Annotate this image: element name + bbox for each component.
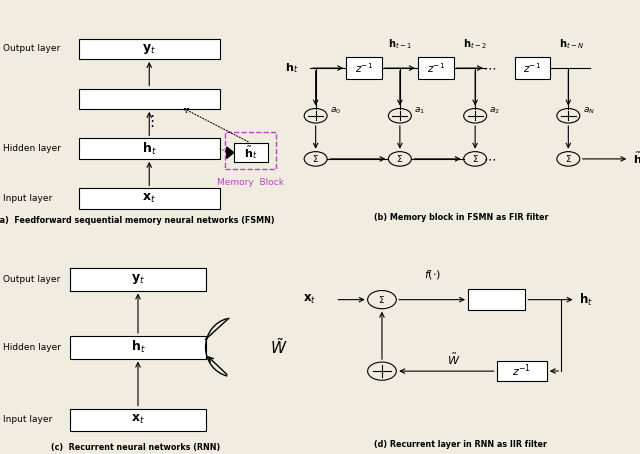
Bar (515, 57, 550, 79)
Bar (468, 290, 525, 310)
Bar (79, 39, 220, 59)
Text: $\mathbf{h}_t$: $\mathbf{h}_t$ (131, 339, 145, 355)
Text: $z^{-1}$: $z^{-1}$ (524, 61, 541, 75)
Text: $\cdots$: $\cdots$ (483, 153, 496, 165)
Text: $\mathbf{h}_t$: $\mathbf{h}_t$ (579, 291, 593, 308)
Text: Hidden layer: Hidden layer (3, 144, 61, 153)
Text: Output layer: Output layer (3, 275, 60, 284)
Text: $\tilde{\mathbf{h}}_t$: $\tilde{\mathbf{h}}_t$ (633, 150, 640, 168)
Text: Output layer: Output layer (3, 44, 60, 53)
Text: Input layer: Input layer (3, 415, 52, 424)
Text: $\cdots$: $\cdots$ (483, 62, 496, 74)
Text: (d) Recurrent layer in RNN as IIR filter: (d) Recurrent layer in RNN as IIR filter (374, 440, 547, 449)
Text: (a)  Feedforward sequential memory neural networks (FSMN): (a) Feedforward sequential memory neural… (0, 216, 275, 225)
Text: $\Sigma$: $\Sigma$ (378, 294, 385, 305)
Text: $a_2$: $a_2$ (490, 106, 500, 117)
Text: $\Sigma$: $\Sigma$ (564, 153, 572, 164)
Text: $a_0$: $a_0$ (330, 106, 341, 117)
Text: $a_N$: $a_N$ (582, 106, 595, 117)
Bar (79, 188, 220, 209)
Text: Input layer: Input layer (3, 194, 52, 203)
Text: $\mathbf{h}_{t-N}$: $\mathbf{h}_{t-N}$ (559, 37, 584, 50)
Text: $\tilde{\mathbf{h}}_t$: $\tilde{\mathbf{h}}_t$ (244, 144, 257, 161)
FancyBboxPatch shape (225, 132, 276, 169)
Bar (418, 57, 454, 79)
Text: $\Sigma$: $\Sigma$ (396, 153, 403, 164)
Text: $\mathbf{x}_t$: $\mathbf{x}_t$ (303, 293, 316, 306)
Text: $\tilde{W}$: $\tilde{W}$ (270, 337, 288, 357)
Bar (79, 138, 220, 159)
Text: $f(\cdot)$: $f(\cdot)$ (424, 268, 441, 281)
Text: $z^{-1}$: $z^{-1}$ (355, 61, 373, 75)
Bar (70, 409, 205, 431)
Text: (c)  Recurrent neural networks (RNN): (c) Recurrent neural networks (RNN) (51, 443, 220, 452)
Text: $\mathbf{h}_t$: $\mathbf{h}_t$ (285, 61, 298, 75)
Bar (79, 89, 220, 109)
Text: $\mathbf{h}_{t-2}$: $\mathbf{h}_{t-2}$ (463, 37, 487, 50)
Text: $\tilde{W}$: $\tilde{W}$ (447, 351, 460, 367)
Bar (234, 143, 268, 162)
Text: $z^{-1}$: $z^{-1}$ (427, 61, 445, 75)
Text: $\vdots$: $\vdots$ (144, 114, 154, 129)
Bar (497, 361, 547, 381)
Text: $a_1$: $a_1$ (414, 106, 425, 117)
Polygon shape (227, 147, 234, 158)
Text: $\mathbf{y}_t$: $\mathbf{y}_t$ (131, 272, 145, 286)
Bar (346, 57, 382, 79)
Text: $z^{-1}$: $z^{-1}$ (512, 363, 531, 380)
Text: $\mathbf{h}_{t-1}$: $\mathbf{h}_{t-1}$ (388, 37, 412, 50)
Text: $\mathbf{x}_t$: $\mathbf{x}_t$ (131, 414, 145, 426)
Text: $\Sigma$: $\Sigma$ (472, 153, 479, 164)
Text: (b) Memory block in FSMN as FIR filter: (b) Memory block in FSMN as FIR filter (374, 213, 548, 222)
Bar (70, 336, 205, 359)
Text: $\mathbf{y}_t$: $\mathbf{y}_t$ (142, 42, 156, 56)
Text: $\Sigma$: $\Sigma$ (312, 153, 319, 164)
Text: Hidden layer: Hidden layer (3, 343, 61, 352)
Bar (70, 268, 205, 291)
Text: Memory  Block: Memory Block (217, 178, 284, 187)
Text: $\mathbf{h}_t$: $\mathbf{h}_t$ (142, 141, 157, 157)
Text: $\mathbf{x}_t$: $\mathbf{x}_t$ (142, 192, 156, 205)
